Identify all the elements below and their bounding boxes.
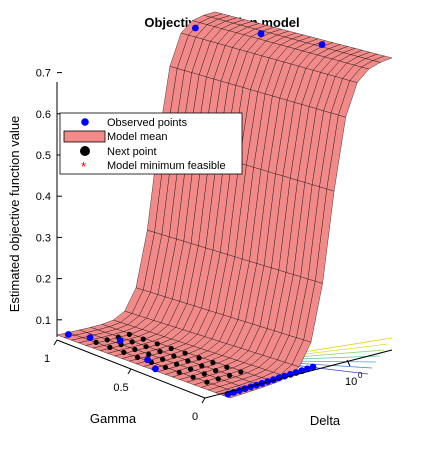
observed-point (116, 337, 124, 344)
next-point-marker (143, 344, 149, 350)
next-point-marker (176, 369, 182, 375)
z-axis-ticks: 0.1 0.2 0.3 0.4 0.5 0.6 0.7 (36, 68, 62, 327)
delta-tick-mark (346, 359, 351, 367)
next-point-marker (162, 364, 168, 370)
next-point-marker (187, 366, 194, 372)
observed-point (270, 376, 277, 384)
next-point-marker (213, 368, 219, 374)
legend-observed-label: Observed points (107, 117, 188, 129)
delta-tick-exp: 0 (358, 371, 363, 380)
next-point-marker (182, 350, 188, 356)
next-point-marker (226, 372, 233, 378)
next-point-marker (196, 355, 202, 361)
gamma-tick-label: 0.5 (113, 382, 128, 394)
observed-point (318, 41, 326, 48)
gamma-tick-mark (53, 339, 58, 346)
observed-point (257, 30, 265, 38)
delta-tick-label: 10 0 (345, 359, 363, 388)
observed-point (309, 363, 317, 371)
next-point-marker (121, 349, 127, 355)
z-tick-label: 0.7 (36, 68, 51, 80)
observed-point (152, 365, 159, 373)
next-point-marker (107, 344, 113, 350)
observed-point (65, 331, 72, 338)
delta-tick-base: 10 (345, 376, 357, 388)
next-point-marker (185, 358, 191, 364)
next-point-marker (160, 356, 166, 362)
next-point-marker (93, 339, 99, 345)
legend-next-marker (80, 146, 90, 156)
observed-point (192, 24, 199, 32)
legend-minimum-marker: * (81, 159, 86, 174)
floor-markers (93, 331, 244, 385)
legend-minimum-label: Model minimum feasible (107, 160, 226, 172)
next-point-marker (224, 364, 230, 370)
legend-observed-marker (81, 118, 89, 126)
observed-point (247, 383, 255, 391)
legend-mean-marker (63, 130, 106, 143)
z-axis-label: Estimated objective function value (7, 116, 22, 313)
gamma-tick-mark (201, 397, 206, 404)
z-tick-label: 0.3 (36, 232, 51, 244)
next-point-marker (168, 345, 174, 352)
next-point-marker (104, 337, 110, 343)
next-point-marker (157, 348, 163, 355)
next-point-marker (146, 351, 152, 357)
legend-box (59, 112, 243, 175)
z-tick-label: 0.4 (36, 191, 51, 203)
next-point-marker (204, 379, 210, 385)
next-point-marker (190, 374, 196, 380)
floor-contour-lines (284, 337, 393, 375)
gamma-tick-mark (127, 368, 132, 375)
next-point-marker (174, 361, 180, 367)
observed-point (86, 334, 94, 341)
observed-point (304, 365, 311, 373)
next-point-marker (135, 354, 141, 360)
observed-point (144, 356, 152, 364)
next-point-marker (210, 360, 216, 366)
gamma-axis-label: Gamma (90, 411, 137, 426)
z-tick-label: 0.5 (36, 150, 51, 162)
next-point-marker (154, 341, 160, 347)
next-point-marker (140, 336, 146, 342)
z-tick-label: 0.6 (36, 109, 51, 121)
next-point-marker (215, 376, 221, 382)
next-point-marker (201, 371, 207, 377)
next-point-marker (238, 369, 244, 375)
delta-axis-line (204, 349, 393, 399)
gamma-tick-label: 1 (44, 353, 50, 365)
delta-axis-label: Delta (310, 413, 341, 428)
next-point-marker (126, 331, 132, 337)
next-point-marker (129, 339, 135, 345)
next-point-marker (199, 363, 205, 369)
gamma-tick-label: 0 (192, 411, 198, 423)
surface-cell (372, 55, 393, 63)
legend-next-label: Next point (107, 146, 157, 158)
next-point-marker (171, 353, 177, 359)
z-tick-label: 0.2 (36, 274, 51, 286)
legend: Observed points Model mean Next point * … (59, 112, 243, 175)
legend-mean-label: Model mean (107, 131, 168, 143)
gamma-axis-ticks: 10.50 (44, 339, 206, 423)
z-tick-label: 0.1 (36, 315, 51, 327)
next-point-marker (132, 346, 138, 353)
